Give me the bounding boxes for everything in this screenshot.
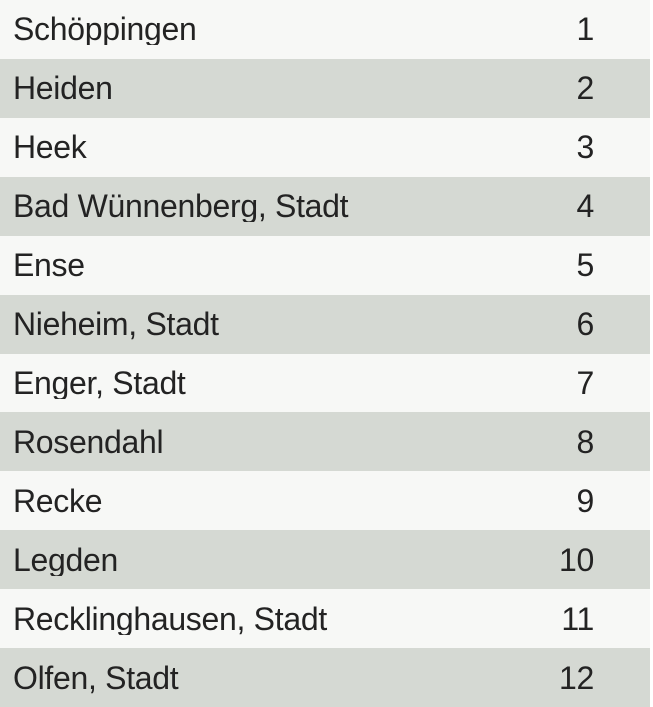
municipality-name: Ense xyxy=(13,249,85,282)
municipality-name: Bad Wünnenberg, Stadt xyxy=(13,190,349,223)
rank-value: 6 xyxy=(576,306,595,343)
municipality-name: Heiden xyxy=(13,72,113,105)
municipality-name: Nieheim, Stadt xyxy=(13,308,219,341)
municipality-name: Enger, Stadt xyxy=(13,366,186,399)
table-row[interactable]: Recklinghausen, Stadt 11 xyxy=(0,589,650,649)
municipality-name: Legden xyxy=(13,543,118,576)
table-row[interactable]: Heek 3 xyxy=(0,117,650,177)
table-row[interactable]: Bad Wünnenberg, Stadt 4 xyxy=(0,176,650,236)
municipality-name: Recklinghausen, Stadt xyxy=(13,602,327,635)
rank-value: 8 xyxy=(576,423,595,460)
rank-value: 5 xyxy=(576,247,595,284)
rank-value: 12 xyxy=(559,659,594,696)
table-row[interactable]: Rosendahl 8 xyxy=(0,412,650,472)
rank-value: 2 xyxy=(576,70,595,107)
table-row[interactable]: Olfen, Stadt 12 xyxy=(0,648,650,707)
rank-value: 9 xyxy=(576,482,595,519)
table-row[interactable]: Legden 10 xyxy=(0,530,650,590)
rank-value: 7 xyxy=(576,364,595,401)
municipality-name: Schöppingen xyxy=(13,13,197,46)
table-row[interactable]: Ense 5 xyxy=(0,235,650,295)
municipality-name: Recke xyxy=(13,484,103,517)
municipality-name: Heek xyxy=(13,131,87,164)
rank-value: 11 xyxy=(561,600,594,637)
rank-value: 1 xyxy=(576,11,595,48)
rank-value: 4 xyxy=(576,188,595,225)
rank-value: 10 xyxy=(559,541,594,578)
table-row[interactable]: Enger, Stadt 7 xyxy=(0,353,650,413)
municipality-name: Olfen, Stadt xyxy=(13,661,179,694)
municipality-name: Rosendahl xyxy=(13,425,164,458)
rank-value: 3 xyxy=(576,129,595,166)
table-row[interactable]: Heiden 2 xyxy=(0,58,650,118)
table-row[interactable]: Schöppingen 1 xyxy=(0,0,650,59)
table-row[interactable]: Nieheim, Stadt 6 xyxy=(0,294,650,354)
table-row[interactable]: Recke 9 xyxy=(0,471,650,531)
